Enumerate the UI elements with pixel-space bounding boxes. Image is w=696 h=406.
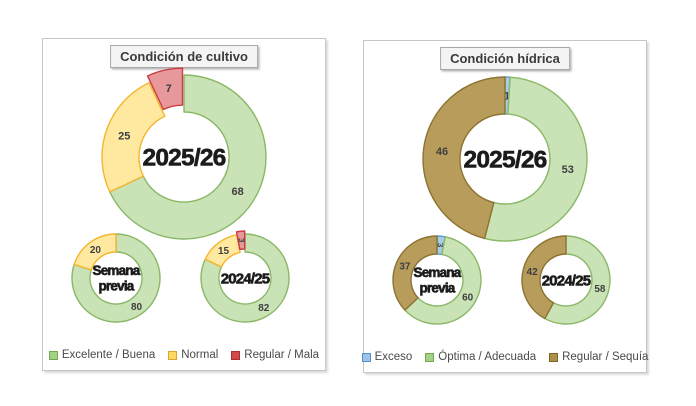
donut-crop-2024-25: 82 15 3 2024/25 xyxy=(200,230,290,323)
legend-label: Exceso xyxy=(374,351,413,363)
panel-title-crop: Condición de cultivo xyxy=(110,45,258,68)
svg-text:3: 3 xyxy=(435,243,444,248)
svg-text:Semana: Semana xyxy=(93,263,141,278)
svg-text:20: 20 xyxy=(90,245,102,256)
svg-text:37: 37 xyxy=(399,262,411,273)
legend-marker-optima-adecuada-icon xyxy=(425,352,435,362)
panel-title-text: Condición de cultivo xyxy=(120,49,248,64)
legend-label: Óptima / Adecuada xyxy=(438,351,537,363)
legend-water: Exceso Óptima / Adecuada Regular / Sequí… xyxy=(361,351,648,363)
svg-text:2025/26: 2025/26 xyxy=(143,145,226,172)
svg-text:1: 1 xyxy=(504,90,510,102)
legend-label: Excelente / Buena xyxy=(61,349,156,361)
legend-item-excelente-buena: Excelente / Buena xyxy=(48,349,156,361)
legend-item-regular-sequia: Regular / Sequía xyxy=(549,351,648,363)
svg-text:15: 15 xyxy=(218,246,230,257)
legend-marker-normal-icon xyxy=(168,350,178,360)
svg-text:Semana: Semana xyxy=(414,265,462,280)
svg-text:60: 60 xyxy=(462,292,474,303)
svg-text:3: 3 xyxy=(237,238,246,243)
svg-text:2025/26: 2025/26 xyxy=(464,147,547,174)
legend-item-regular-mala: Regular / Mala xyxy=(231,349,319,361)
svg-text:53: 53 xyxy=(562,164,574,176)
legend-item-optima-adecuada: Óptima / Adecuada xyxy=(425,351,536,363)
svg-text:7: 7 xyxy=(166,83,172,95)
svg-text:58: 58 xyxy=(594,284,606,295)
svg-text:46: 46 xyxy=(436,146,448,158)
panel-title-text: Condición hídrica xyxy=(450,51,560,66)
svg-text:68: 68 xyxy=(231,186,243,198)
legend-item-exceso: Exceso xyxy=(361,351,413,363)
legend-label: Regular / Mala xyxy=(244,349,320,361)
legend-label: Regular / Sequía xyxy=(562,351,649,363)
legend-marker-regular-sequia-icon xyxy=(549,352,559,362)
svg-text:previa: previa xyxy=(99,278,135,293)
legend-marker-regular-mala-icon xyxy=(231,350,241,360)
panel-title-water: Condición hídrica xyxy=(440,47,570,70)
donut-crop-2025-26: 68 25 7 2025/26 xyxy=(101,67,267,240)
legend-crop: Excelente / Buena Normal Regular / Mala xyxy=(43,349,325,361)
svg-text:2024/25: 2024/25 xyxy=(542,272,591,289)
donut-water-2024-25: 58 42 2024/25 xyxy=(521,235,611,325)
donut-water-2025-26: 1 53 46 2025/26 xyxy=(422,76,588,242)
panel-water-condition: Condición hídrica 1 53 46 2025/26 3 60 37 Sema… xyxy=(361,40,648,373)
svg-text:2024/25: 2024/25 xyxy=(221,270,270,287)
legend-marker-excelente-buena-icon xyxy=(48,350,58,360)
legend-label: Normal xyxy=(181,349,219,361)
svg-text:42: 42 xyxy=(527,267,539,278)
svg-text:25: 25 xyxy=(118,130,130,142)
svg-text:80: 80 xyxy=(131,302,143,313)
panel-crop-condition: Condición de cultivo 68 25 7 2025/26 80 20 Se… xyxy=(42,38,326,371)
svg-text:previa: previa xyxy=(420,280,456,295)
legend-item-normal: Normal xyxy=(168,349,218,361)
legend-marker-exceso-icon xyxy=(361,352,371,362)
svg-text:82: 82 xyxy=(258,303,270,314)
